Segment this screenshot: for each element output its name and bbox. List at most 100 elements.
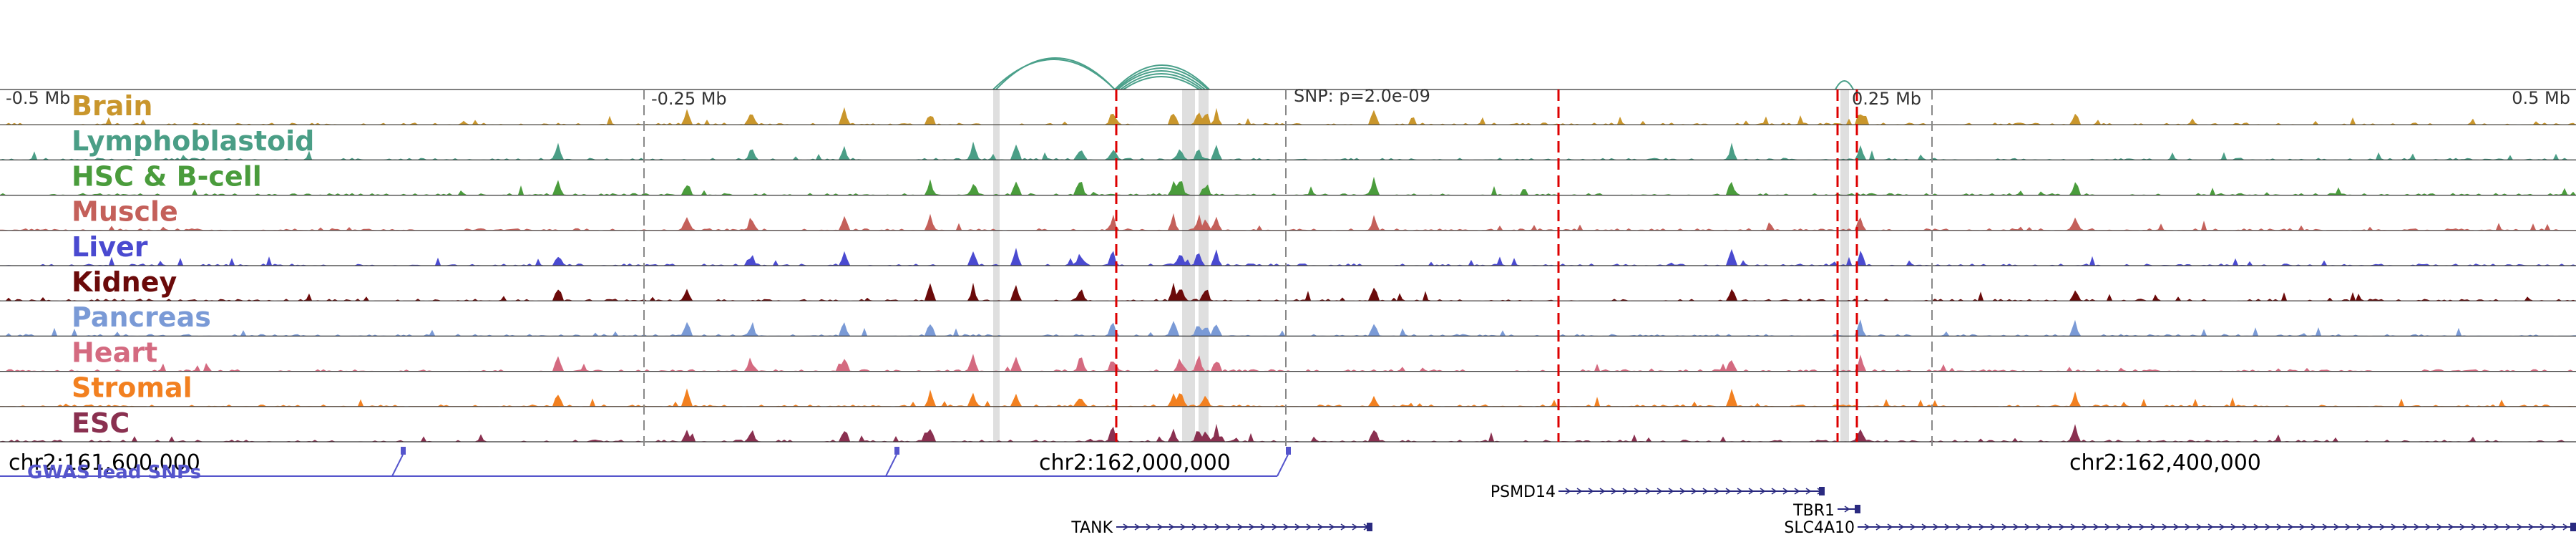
- strand-arrow: [1329, 523, 1335, 531]
- strand-arrow: [1910, 523, 1916, 531]
- snp-pvalue-label: SNP: p=2.0e-09: [1294, 86, 1430, 106]
- track-3: Muscle: [0, 195, 2576, 231]
- track-4: Liver: [0, 230, 2576, 266]
- strand-arrow: [1702, 488, 1709, 495]
- gene-exon: [1855, 505, 1860, 513]
- strand-arrow: [1657, 488, 1663, 495]
- strand-arrow: [1782, 488, 1789, 495]
- strand-arrow: [1146, 523, 1152, 531]
- track-8: Stromal: [0, 370, 2576, 407]
- signal-profile: [0, 388, 2576, 407]
- signal-profile: [0, 319, 2576, 337]
- strand-arrow: [2528, 523, 2534, 531]
- strand-arrow: [1990, 523, 1996, 531]
- strand-arrow: [2425, 523, 2431, 531]
- strand-arrow: [2517, 523, 2523, 531]
- strand-arrow: [2356, 523, 2363, 531]
- strand-arrow: [1679, 488, 1686, 495]
- strand-arrow: [2150, 523, 2157, 531]
- strand-arrow: [1214, 523, 1221, 531]
- strand-arrow: [2162, 523, 2168, 531]
- strand-arrow: [1864, 523, 1870, 531]
- strand-arrow: [1203, 523, 1209, 531]
- track-label: Brain: [72, 90, 152, 122]
- strand-arrow: [1599, 488, 1606, 495]
- strand-arrow: [2379, 523, 2386, 531]
- chromatin-loop-arc-6: [1123, 76, 1200, 90]
- strand-arrow: [2242, 523, 2248, 531]
- strand-arrow: [2139, 523, 2145, 531]
- signal-profile: [0, 354, 2576, 372]
- track-label: Lymphoblastoid: [72, 125, 314, 157]
- strand-arrow: [2001, 523, 2008, 531]
- strand-arrow: [2288, 523, 2294, 531]
- strand-arrow: [2116, 523, 2122, 531]
- track-9: ESC: [0, 406, 2576, 442]
- track-label: HSC & B-cell: [72, 160, 262, 192]
- gwas-snp-marker-0: [401, 447, 406, 455]
- signal-profile: [0, 176, 2576, 195]
- strand-arrow: [1191, 523, 1198, 531]
- signal-profile: [0, 107, 2576, 125]
- strand-arrow: [1622, 488, 1629, 495]
- track-5: Kidney: [0, 265, 2576, 301]
- strand-arrow: [1123, 523, 1129, 531]
- signal-profile: [0, 248, 2576, 266]
- strand-arrow: [1237, 523, 1244, 531]
- track-2: HSC & B-cell: [0, 159, 2576, 195]
- strand-arrow: [2482, 523, 2489, 531]
- strand-arrow: [2047, 523, 2054, 531]
- strand-arrow: [2013, 523, 2019, 531]
- gene-label: SLC4A10: [1784, 519, 1855, 537]
- strand-arrow: [1979, 523, 1985, 531]
- strand-arrow: [2185, 523, 2191, 531]
- track-label: Heart: [72, 337, 157, 368]
- strand-arrow: [2551, 523, 2557, 531]
- gene-1: TBR1: [1792, 502, 1860, 520]
- scale-bar: -0.5 Mb -0.25 Mb SNP: p=2.0e-09 0.25 Mb 0.5 …: [6, 86, 2570, 475]
- strand-arrow: [1805, 488, 1812, 495]
- strand-arrow: [2127, 523, 2134, 531]
- strand-arrow: [2448, 523, 2454, 531]
- strand-arrow: [1714, 488, 1720, 495]
- track-label: Pancreas: [72, 301, 211, 333]
- gene-label: TBR1: [1792, 502, 1835, 520]
- strand-arrow: [1771, 488, 1777, 495]
- gene-0: PSMD14: [1491, 483, 1825, 501]
- gwas-track: GWAS lead SNPs: [0, 447, 1291, 483]
- scale-label-right: 0.5 Mb: [2512, 88, 2570, 108]
- strand-arrow: [2230, 523, 2237, 531]
- signal-profile: [0, 213, 2576, 231]
- track-label: ESC: [72, 407, 130, 439]
- strand-arrow: [1737, 488, 1743, 495]
- strand-arrow: [2070, 523, 2077, 531]
- strand-arrow: [1898, 523, 1905, 531]
- chromatin-loop-arc-2: [1114, 64, 1210, 90]
- strand-arrow: [1340, 523, 1347, 531]
- strand-arrow: [2471, 523, 2477, 531]
- strand-arrow: [1794, 488, 1800, 495]
- track-label: Stromal: [72, 372, 192, 404]
- strand-arrow: [1760, 488, 1766, 495]
- marker-lines: [643, 90, 1933, 446]
- coordinate-label-center: chr2:162,000,000: [1039, 450, 1231, 475]
- scale-label-minus-quarter: -0.25 Mb: [651, 89, 727, 109]
- strand-arrow: [1260, 523, 1267, 531]
- gwas-track-label: GWAS lead SNPs: [27, 462, 201, 483]
- gene-3: SLC4A10: [1784, 519, 2576, 537]
- strand-arrow: [1576, 488, 1583, 495]
- strand-arrow: [2391, 523, 2397, 531]
- strand-arrow: [1134, 523, 1141, 531]
- strand-arrow: [1352, 523, 1358, 531]
- track-0: Brain: [0, 89, 2576, 125]
- gwas-connector: [1277, 454, 1289, 477]
- chromatin-loop-arc-7: [1835, 80, 1854, 90]
- gene-label: TANK: [1070, 519, 1113, 537]
- strand-arrow: [1921, 523, 1928, 531]
- strand-arrow: [2345, 523, 2351, 531]
- chromatin-loop-arc-1: [995, 57, 1116, 90]
- strand-arrow: [1967, 523, 1974, 531]
- chromatin-loops: [992, 57, 1854, 90]
